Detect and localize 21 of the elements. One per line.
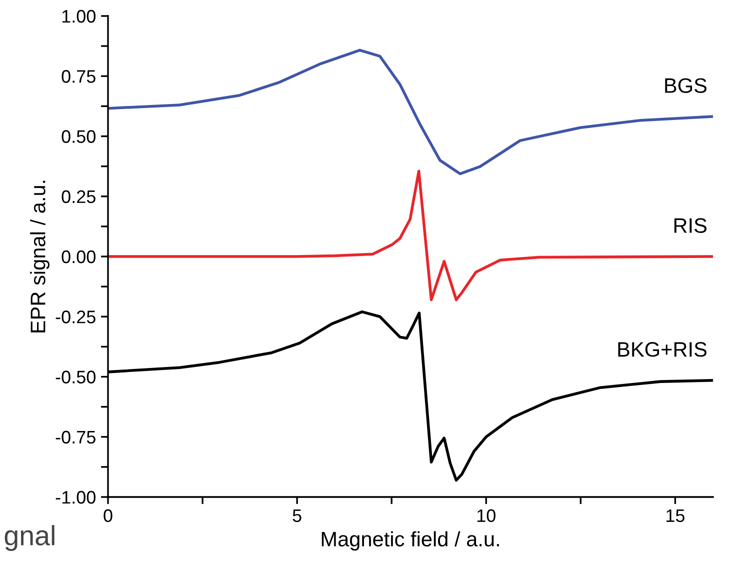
y-tick-label: -0.75 [56, 430, 96, 444]
x-tick-label: 10 [477, 509, 496, 522]
text: gnal [4, 525, 54, 551]
x-tick-label: 0 [104, 509, 112, 522]
series-label: BGS [665, 78, 706, 93]
y-tick-label: 0.75 [62, 70, 96, 83]
x-tick-label: 5 [292, 509, 302, 522]
series-label: BKG+RIS [618, 342, 706, 357]
y-tick-label: 0.50 [62, 130, 96, 143]
y-tick-label: -0.25 [56, 310, 96, 324]
y-tick-label: 0.00 [62, 250, 96, 264]
line-series [108, 48, 713, 176]
y-tick-label: 0.25 [62, 190, 96, 204]
y-tick-label: 1.00 [62, 10, 96, 23]
y-tick-label: -1.00 [56, 490, 96, 504]
series-label: RIS [674, 218, 706, 233]
y-axis-title: EPR signal / a.u. [30, 180, 50, 332]
line-series [108, 170, 713, 302]
x-tick-label: 15 [666, 509, 684, 522]
x-axis-title: Magnetic field / a.u. [322, 531, 499, 551]
y-tick-label: -0.50 [56, 370, 96, 384]
